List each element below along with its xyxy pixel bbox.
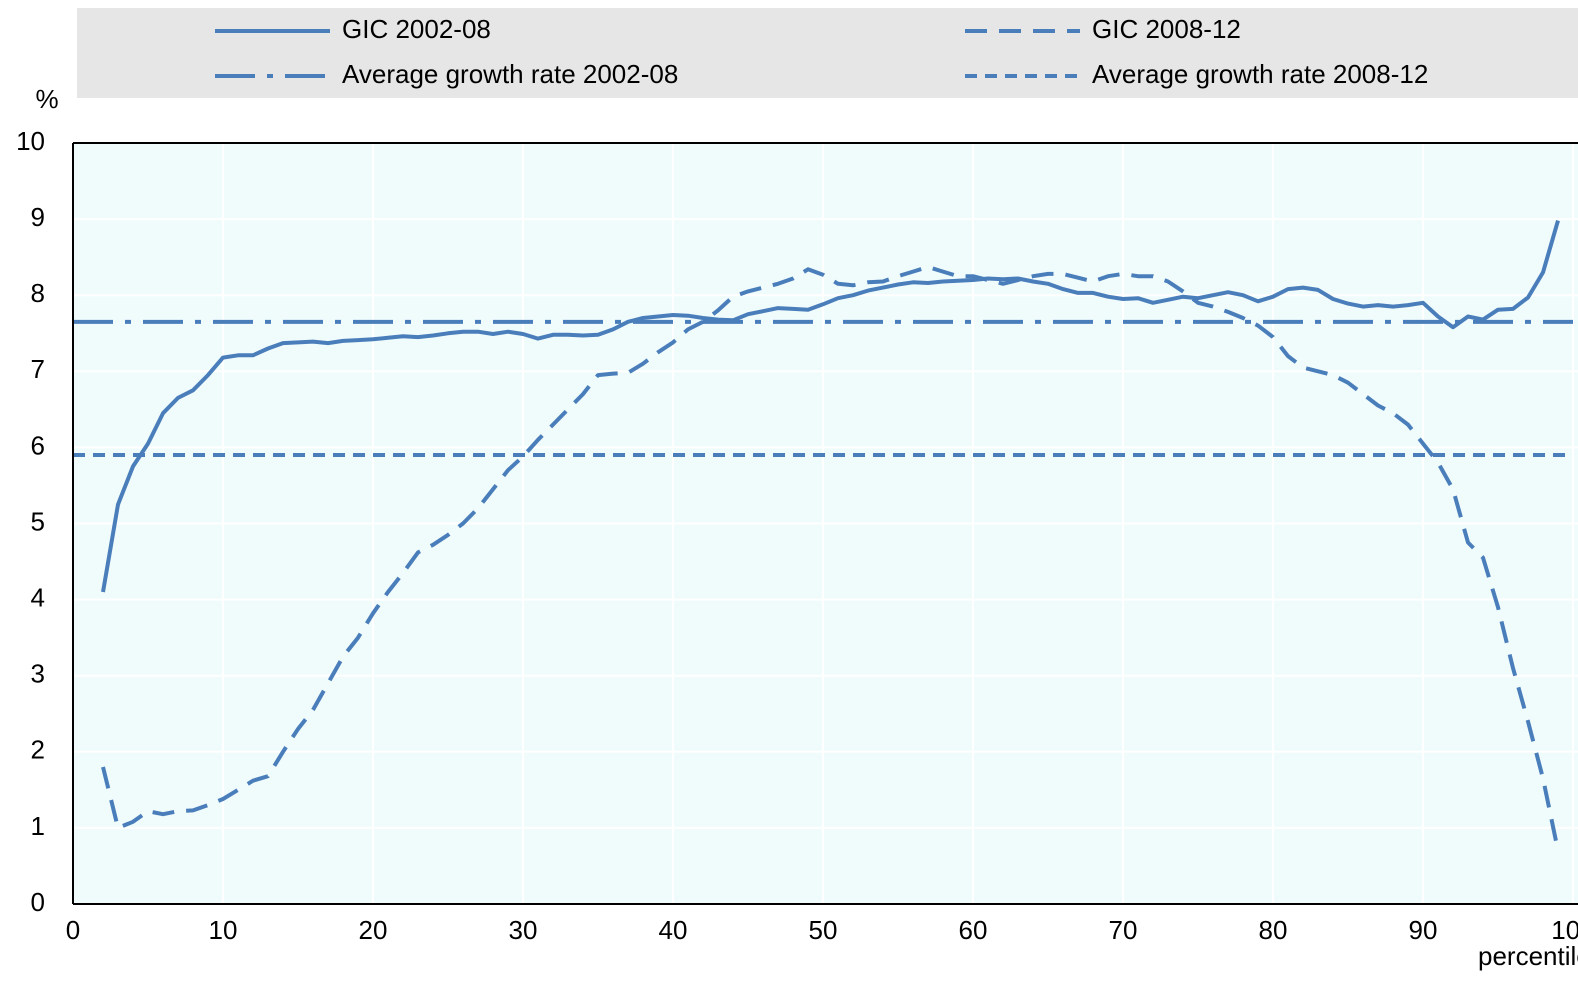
legend-label: GIC 2002-08 (342, 14, 491, 44)
x-tick-label: 60 (959, 915, 988, 945)
y-tick-label: 6 (31, 430, 45, 460)
y-axis-label: % (35, 84, 58, 114)
x-tick-label: 20 (359, 915, 388, 945)
y-tick-label: 8 (31, 278, 45, 308)
y-tick-label: 3 (31, 659, 45, 689)
legend-label: Average growth rate 2008-12 (1092, 59, 1428, 89)
legend-background (77, 8, 1578, 98)
x-tick-label: 30 (509, 915, 538, 945)
x-tick-label: 70 (1109, 915, 1138, 945)
legend-label: GIC 2008-12 (1092, 14, 1241, 44)
x-tick-label: 40 (659, 915, 688, 945)
x-tick-label: 10 (209, 915, 238, 945)
series-line (101, 265, 1560, 852)
y-tick-label: 4 (31, 582, 45, 612)
series-line (101, 220, 1560, 593)
x-axis-label: percentile (1478, 941, 1578, 971)
y-tick-label: 5 (31, 506, 45, 536)
y-tick-label: 0 (31, 887, 45, 917)
y-tick-label: 1 (31, 811, 45, 841)
x-tick-label: 0 (66, 915, 80, 945)
y-tick-label: 9 (31, 202, 45, 232)
y-tick-label: 10 (16, 126, 45, 156)
x-tick-label: 50 (809, 915, 838, 945)
x-tick-label: 90 (1409, 915, 1438, 945)
x-tick-label: 80 (1259, 915, 1288, 945)
y-tick-label: 2 (31, 735, 45, 765)
x-tick-label: 100 (1551, 915, 1578, 945)
legend-label: Average growth rate 2002-08 (342, 59, 678, 89)
y-tick-label: 7 (31, 354, 45, 384)
